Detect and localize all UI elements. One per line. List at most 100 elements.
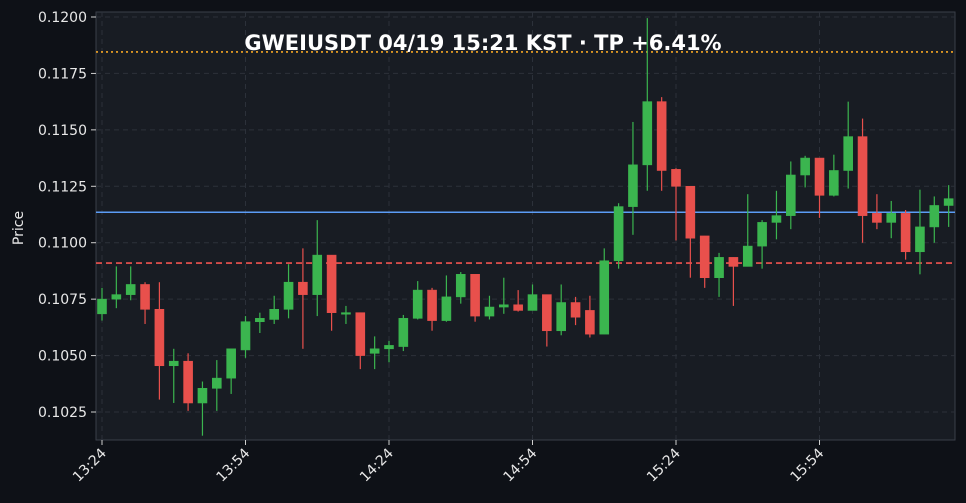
candle-body — [226, 348, 236, 379]
candle-body — [843, 136, 854, 171]
candle — [269, 295, 280, 324]
candle — [843, 101, 854, 189]
candle — [656, 97, 667, 191]
candle-body — [599, 260, 610, 335]
candle — [872, 194, 882, 230]
candle — [384, 340, 394, 363]
candle — [168, 348, 179, 403]
candle — [498, 277, 509, 314]
candle — [470, 274, 480, 322]
candle — [857, 118, 868, 243]
candle — [212, 360, 222, 411]
candle — [527, 284, 538, 311]
candle-body — [412, 289, 423, 319]
candle-body — [441, 296, 452, 321]
candle — [140, 282, 150, 324]
candle — [585, 295, 595, 338]
candle-body — [699, 235, 710, 278]
candle — [943, 185, 954, 227]
chart-title: GWEIUSDT 04/19 15:21 KST · TP +6.41% — [244, 31, 721, 55]
candle-body — [197, 387, 208, 404]
x-tick-label: 15:54 — [787, 445, 827, 485]
candle — [800, 155, 810, 188]
candle-body — [312, 254, 323, 295]
candle-body — [570, 302, 581, 318]
candle-body — [685, 185, 696, 239]
y-tick-label: 0.1200 — [38, 10, 87, 26]
candle — [412, 281, 423, 320]
candle-body — [111, 294, 122, 300]
candle-body — [785, 174, 796, 216]
candle-body — [613, 206, 624, 262]
candle — [886, 200, 897, 239]
candle-body — [915, 226, 925, 253]
candle-body — [929, 205, 940, 228]
candle — [255, 312, 265, 333]
candles — [97, 18, 954, 436]
candle-body — [183, 360, 193, 404]
candle-body — [498, 304, 509, 308]
candle-body — [556, 302, 567, 332]
candle — [111, 266, 122, 309]
candle — [154, 282, 165, 400]
candle — [714, 252, 724, 297]
candle — [341, 305, 351, 324]
candle — [829, 154, 839, 197]
x-tick-label: 14:54 — [500, 445, 540, 485]
candle — [183, 353, 193, 411]
candle — [542, 294, 552, 347]
y-tick-label: 0.1125 — [38, 179, 87, 195]
candle — [226, 348, 236, 394]
candle-body — [298, 281, 308, 295]
candle — [671, 168, 681, 241]
candle-body — [585, 310, 595, 335]
candle-body — [513, 304, 523, 311]
candle — [125, 266, 136, 301]
candle — [742, 194, 753, 267]
candle-body — [829, 170, 839, 196]
candle — [728, 257, 739, 306]
candle-body — [771, 215, 782, 223]
y-axis-title: Price — [11, 211, 27, 245]
candle — [685, 185, 696, 278]
candle — [613, 203, 624, 269]
candle — [455, 272, 466, 304]
x-tick-label: 13:24 — [70, 445, 110, 485]
candle-body — [628, 164, 638, 207]
candle-body — [728, 257, 739, 267]
y-axis: 0.1025 0.1050 0.1075 0.1100 0.1125 0.1150 0.11… — [38, 10, 96, 421]
candle — [484, 295, 495, 320]
candle-body — [168, 360, 179, 367]
grid-lines — [96, 12, 955, 440]
x-tick-label: 14:24 — [357, 445, 397, 485]
candle-body — [671, 169, 681, 187]
candle-body — [97, 298, 107, 315]
candle-body — [484, 306, 495, 317]
candle-body — [427, 289, 437, 321]
y-tick-label: 0.1150 — [38, 123, 87, 139]
candle — [628, 121, 638, 235]
x-tick-label: 15:24 — [644, 445, 684, 485]
candle-body — [355, 312, 366, 356]
candle-body — [527, 294, 538, 311]
candle — [785, 161, 796, 230]
candle-body — [814, 157, 825, 196]
candle-body — [886, 213, 897, 223]
x-tick-label: 13:54 — [213, 445, 253, 485]
candle-body — [455, 274, 466, 298]
candle — [298, 248, 308, 349]
y-tick-label: 0.1050 — [38, 349, 87, 365]
candle — [570, 296, 581, 326]
candle — [642, 18, 653, 191]
candle — [757, 220, 767, 269]
y-tick-label: 0.1175 — [38, 66, 87, 82]
y-tick-label: 0.1025 — [38, 405, 87, 421]
candle-body — [656, 101, 667, 171]
candle-body — [757, 222, 767, 247]
candle-body — [125, 284, 136, 295]
candle — [699, 235, 710, 288]
candle-body — [269, 308, 280, 320]
candle-body — [900, 213, 911, 253]
